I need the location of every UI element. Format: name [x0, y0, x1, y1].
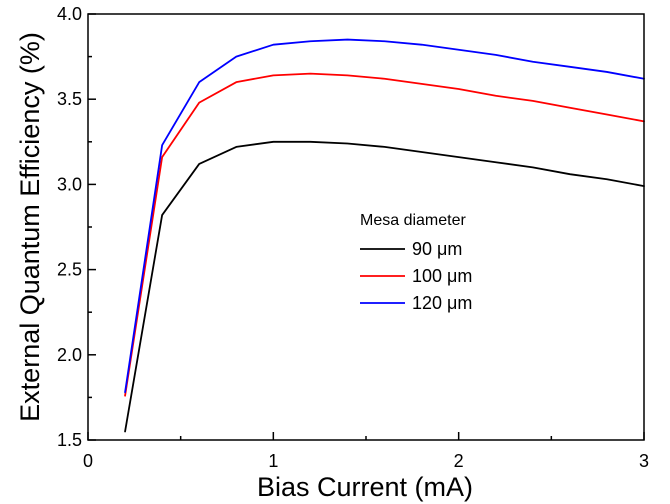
- axes-layer: 0 1 2 3 1.5 2.0 2.5 3.0 3.5 4.0: [57, 4, 649, 471]
- series-line-1: [124, 140, 645, 433]
- y-tick-label: 2.5: [57, 260, 82, 280]
- legend-label-2: 100 μm: [412, 266, 472, 286]
- x-tick-label: 3: [639, 451, 649, 471]
- plot-layer: [124, 38, 645, 433]
- x-tick-label: 2: [454, 451, 464, 471]
- series-line-3: [124, 38, 645, 394]
- y-tick-label: 4.0: [57, 4, 82, 24]
- y-tick-label: 1.5: [57, 430, 82, 450]
- legend-label-1: 90 μm: [412, 239, 462, 259]
- x-tick-label: 0: [83, 451, 93, 471]
- legend-layer: 90 μm 100 μm 120 μm: [360, 239, 472, 313]
- y-tick-label: 3.5: [57, 89, 82, 109]
- legend-title: Mesa diameter: [360, 212, 466, 229]
- y-axis-title: External Quantum Efficiency (%): [15, 32, 45, 422]
- series-line-2: [124, 72, 645, 397]
- y-tick-label: 2.0: [57, 345, 82, 365]
- x-tick-label: 1: [268, 451, 278, 471]
- legend-label-3: 120 μm: [412, 293, 472, 313]
- y-tick-label: 3.0: [57, 174, 82, 194]
- x-axis-title: Bias Current (mA): [257, 472, 473, 502]
